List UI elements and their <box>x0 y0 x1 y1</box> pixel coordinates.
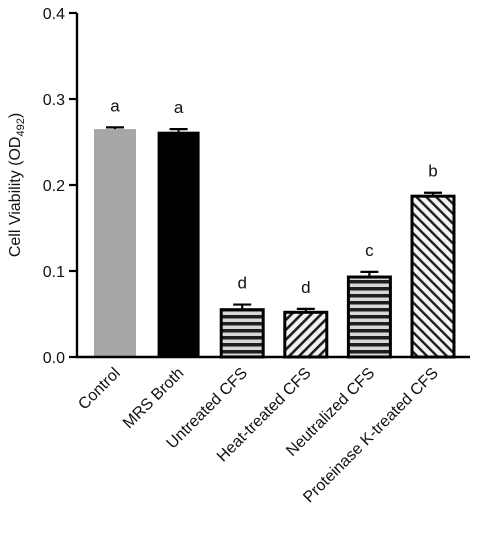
error-bar-heat-treated-cfs <box>296 307 315 313</box>
bar-heat-treated-cfs <box>283 310 329 359</box>
error-bar-proteinase-k-treated-cfs <box>424 191 442 197</box>
y-axis-title-main: Cell Viability (OD <box>7 137 24 258</box>
y-tick-label: 0.3 <box>43 92 65 109</box>
y-tick-label: 0.0 <box>43 350 65 367</box>
y-axis-title-subscript: 492 <box>15 118 27 136</box>
x-tick-label-control: Control <box>75 365 123 413</box>
significance-letter: c <box>365 241 374 260</box>
significance-letter: a <box>110 96 120 115</box>
y-axis-ticks: 0.0 0.1 0.2 0.3 0.4 <box>43 6 77 367</box>
error-bars <box>106 126 442 313</box>
y-tick-label: 0.1 <box>43 264 65 281</box>
significance-letter: d <box>301 278 310 297</box>
y-tick-label: 0.4 <box>43 6 65 23</box>
y-tick-label: 0.2 <box>43 178 65 195</box>
significance-letters: a a d d c b <box>110 96 437 296</box>
bar-control <box>94 129 136 357</box>
y-axis-title-close: ) <box>7 113 24 118</box>
error-bar-neutralized-cfs <box>360 270 379 278</box>
y-axis-title: Cell Viability (OD492) <box>7 113 27 257</box>
bar-mrs-broth <box>157 131 200 357</box>
bar-neutralized-cfs <box>346 275 392 359</box>
error-bar-untreated-cfs <box>233 303 252 310</box>
bar-proteinase-k-treated-cfs <box>410 194 456 359</box>
significance-letter: b <box>428 162 437 181</box>
error-bar-control <box>106 126 124 130</box>
significance-letter: d <box>237 274 246 293</box>
svg-text:Cell Viability (OD492): Cell Viability (OD492) <box>7 113 27 257</box>
x-tick-label-proteinase-k-treated-cfs: Proteinase K-treated CFS <box>300 365 442 507</box>
error-bar-mrs-broth <box>169 128 188 132</box>
significance-letter: a <box>174 98 184 117</box>
x-tick-label-mrs-broth: MRS Broth <box>120 365 187 432</box>
bar-untreated-cfs <box>219 308 265 359</box>
bars <box>94 129 456 359</box>
